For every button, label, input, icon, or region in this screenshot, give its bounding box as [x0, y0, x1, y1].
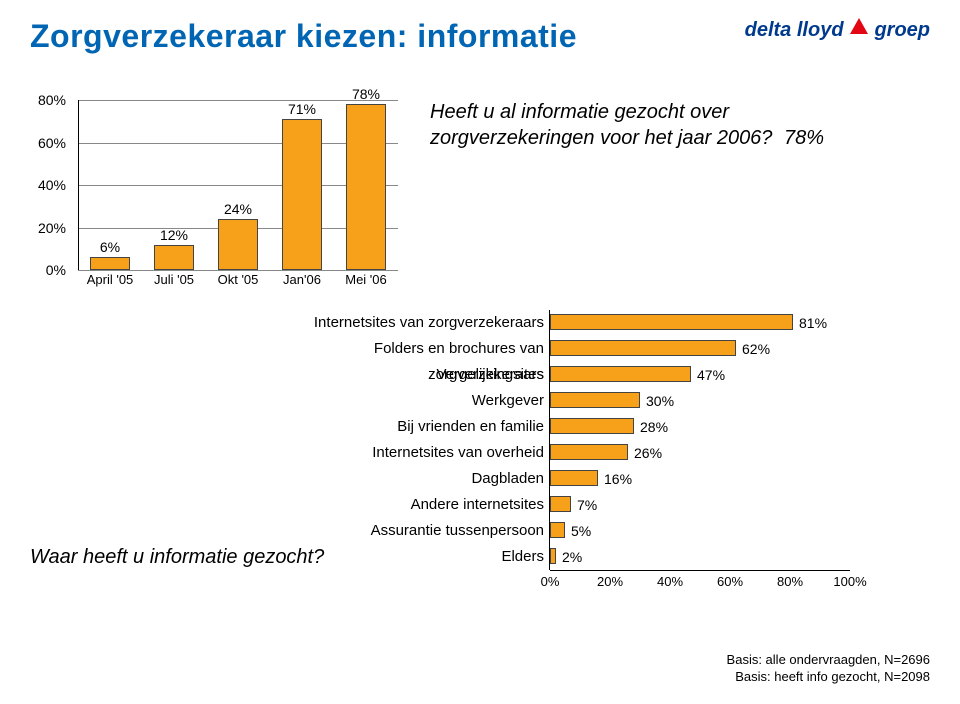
question-1-value: 78% — [784, 127, 824, 149]
y-tick: 80% — [30, 92, 66, 108]
hbar-x-tick: 80% — [770, 574, 810, 589]
hbar-label: Internetsites van zorgverzekeraars — [264, 310, 544, 336]
logo-triangle-icon — [850, 18, 868, 34]
hbar-label: Internetsites van overheid — [264, 440, 544, 466]
hbar-value: 16% — [604, 468, 632, 490]
logo-word-2: groep — [874, 19, 930, 41]
bar-value: 24% — [206, 201, 270, 217]
hbar-value: 28% — [640, 416, 668, 438]
hbar-value: 7% — [577, 494, 597, 516]
hbar-value: 47% — [697, 364, 725, 386]
hbar-label: Andere internetsites — [264, 492, 544, 518]
bar — [90, 257, 130, 270]
hbar-row: Internetsites van overheid 26% — [260, 440, 850, 466]
column-chart: 0%20%40%60%80% 6%April '0512%Juli '0524%… — [30, 100, 410, 290]
hbar-label: Vergelijkingsites — [264, 362, 544, 388]
hbar-x-axis-line — [550, 570, 850, 571]
hbar-value: 5% — [571, 520, 591, 542]
bar-value: 71% — [270, 101, 334, 117]
hbar-value: 62% — [742, 338, 770, 360]
y-tick: 40% — [30, 177, 66, 193]
hbar-bar — [550, 418, 634, 434]
hbar-area: 26% — [550, 442, 850, 464]
hbar-value: 81% — [799, 312, 827, 334]
hbar-bar — [550, 314, 793, 330]
hbar-bar — [550, 496, 571, 512]
y-tick: 20% — [30, 220, 66, 236]
y-axis: 0%20%40%60%80% — [30, 100, 72, 270]
hbar-bar — [550, 340, 736, 356]
bar — [218, 219, 258, 270]
hbar-bar — [550, 366, 691, 382]
y-tick: 60% — [30, 135, 66, 151]
hbar-label: Dagbladen — [264, 466, 544, 492]
hbar-area: 2% — [550, 546, 850, 568]
hbar-bar — [550, 392, 640, 408]
bar-value: 12% — [142, 227, 206, 243]
plot-area: 6%April '0512%Juli '0524%Okt '0571%Jan'0… — [78, 100, 398, 270]
hbar-area: 5% — [550, 520, 850, 542]
x-label: Okt '05 — [206, 272, 270, 287]
hbar-area: 30% — [550, 390, 850, 412]
hbar-value: 2% — [562, 546, 582, 568]
hbar-row: Werkgever 30% — [260, 388, 850, 414]
hbar-x-tick: 60% — [710, 574, 750, 589]
bar — [282, 119, 322, 270]
question-1-text: Heeft u al informatie gezocht over zorgv… — [430, 101, 772, 149]
hbar-row: Folders en brochures van zorgverzekeraar… — [260, 336, 850, 362]
hbar-x-tick: 40% — [650, 574, 690, 589]
x-label: Jan'06 — [270, 272, 334, 287]
hbar-bar — [550, 470, 598, 486]
hbar-area: 47% — [550, 364, 850, 386]
hbar-x-tick: 100% — [830, 574, 870, 589]
bar-value: 6% — [78, 239, 142, 255]
hbar-area: 16% — [550, 468, 850, 490]
x-label: Juli '05 — [142, 272, 206, 287]
hbar-chart: Internetsites van zorgverzekeraars 81%Fol… — [260, 310, 850, 570]
hbar-row: Dagbladen 16% — [260, 466, 850, 492]
basis-line-1: Basis: alle ondervraagden, N=2696 — [727, 651, 930, 669]
hbar-bar — [550, 444, 628, 460]
bar-value: 78% — [334, 86, 398, 102]
hbar-area: 7% — [550, 494, 850, 516]
y-tick: 0% — [30, 262, 66, 278]
hbar-area: 28% — [550, 416, 850, 438]
bar — [346, 104, 386, 270]
hbar-row: Andere internetsites 7% — [260, 492, 850, 518]
basis-note: Basis: alle ondervraagden, N=2696 Basis:… — [727, 651, 930, 686]
basis-line-2: Basis: heeft info gezocht, N=2098 — [727, 668, 930, 686]
hbar-row: Assurantie tussenpersoon 5% — [260, 518, 850, 544]
hbar-value: 30% — [646, 390, 674, 412]
hbar-bar — [550, 548, 556, 564]
hbar-value: 26% — [634, 442, 662, 464]
hbar-label: Assurantie tussenpersoon — [264, 518, 544, 544]
hbar-row: Internetsites van zorgverzekeraars 81% — [260, 310, 850, 336]
hbar-x-tick: 20% — [590, 574, 630, 589]
hbar-bar — [550, 522, 565, 538]
hbar-area: 62% — [550, 338, 850, 360]
hbar-row: Vergelijkingsites 47% — [260, 362, 850, 388]
logo-word-1: delta lloyd — [745, 19, 844, 41]
x-label: Mei '06 — [334, 272, 398, 287]
hbar-label: Werkgever — [264, 388, 544, 414]
brand-logo: delta lloyd groep — [745, 18, 930, 42]
hbar-row: Bij vrienden en familie 28% — [260, 414, 850, 440]
hbar-label: Bij vrienden en familie — [264, 414, 544, 440]
page-title: Zorgverzekeraar kiezen: informatie — [30, 18, 577, 55]
grid-line — [78, 270, 398, 271]
hbar-x-tick: 0% — [530, 574, 570, 589]
question-2: Waar heeft u informatie gezocht? — [30, 546, 324, 569]
x-label: April '05 — [78, 272, 142, 287]
hbar-row: Elders2% — [260, 544, 850, 570]
question-1: Heeft u al informatie gezocht over zorgv… — [430, 100, 830, 151]
bar — [154, 245, 194, 271]
hbar-area: 81% — [550, 312, 850, 334]
